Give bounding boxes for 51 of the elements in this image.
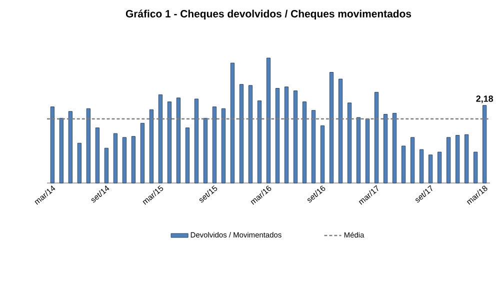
bar (384, 114, 388, 184)
bar (410, 137, 415, 184)
bar (456, 135, 460, 184)
bar (131, 136, 136, 184)
bar (230, 62, 235, 184)
bar (320, 125, 325, 184)
bar (482, 105, 487, 184)
bar (239, 84, 244, 184)
bar (77, 142, 82, 184)
bar (420, 149, 424, 184)
bar (284, 86, 289, 184)
bar (50, 106, 54, 184)
bar (293, 90, 298, 184)
bar (176, 98, 181, 184)
bar (257, 100, 262, 184)
bar (438, 152, 442, 184)
bar (474, 152, 478, 184)
bar (86, 108, 90, 184)
bar (212, 106, 217, 184)
bar (374, 92, 379, 184)
bar (113, 133, 118, 184)
chart-title: Gráfico 1 - Cheques devolvidos / Cheques movimentados (126, 10, 412, 20)
bar (158, 94, 163, 184)
bar (428, 154, 433, 184)
bar (464, 134, 469, 184)
bar (311, 110, 316, 184)
bar (338, 78, 343, 184)
bar (347, 102, 352, 184)
bar (275, 88, 280, 184)
bar (221, 108, 226, 184)
bar (248, 85, 253, 184)
bar (392, 112, 397, 184)
bar (329, 72, 334, 184)
bar (68, 111, 72, 184)
bar (365, 118, 370, 184)
bar (59, 118, 64, 184)
bar (167, 102, 172, 184)
bar (140, 122, 144, 184)
bar (203, 118, 208, 184)
bar (266, 58, 271, 184)
bar (302, 102, 307, 184)
bar (446, 137, 451, 184)
bar (402, 146, 406, 184)
bar (95, 128, 100, 184)
bar (356, 117, 361, 184)
bar (185, 128, 190, 184)
bar (149, 109, 154, 184)
bar (122, 137, 126, 184)
bar (104, 148, 108, 184)
data-label: 2,18 (476, 96, 494, 104)
bar (194, 98, 199, 184)
